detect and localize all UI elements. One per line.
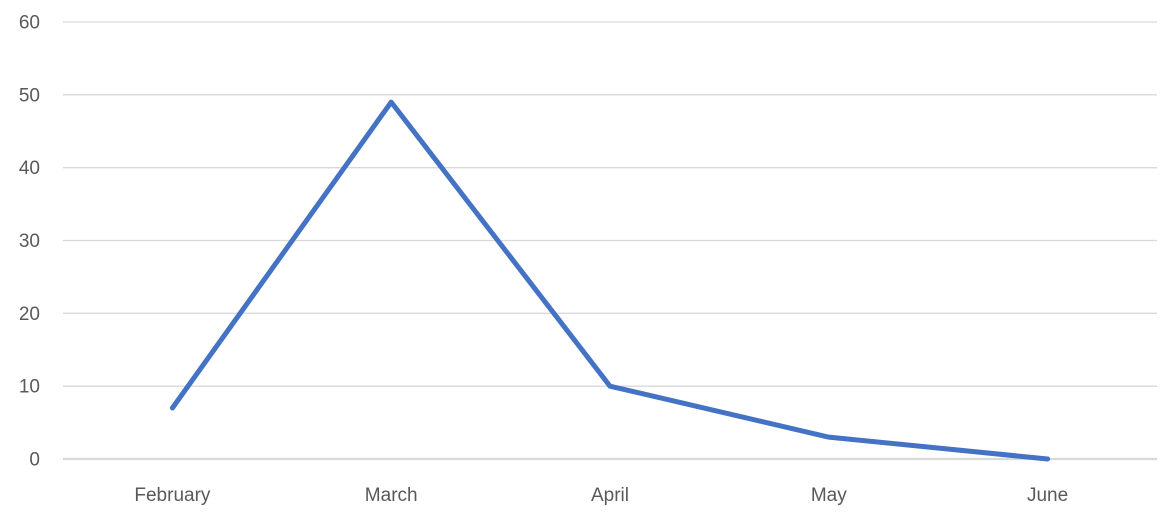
x-axis-label: March bbox=[365, 485, 418, 506]
y-tick-label: 30 bbox=[19, 231, 40, 252]
y-tick-label: 60 bbox=[19, 12, 40, 33]
data-line-series bbox=[169, 99, 1051, 462]
y-tick-label: 50 bbox=[19, 85, 40, 106]
x-axis-label: May bbox=[811, 485, 847, 506]
x-axis-label: April bbox=[591, 485, 629, 506]
y-tick-label: 0 bbox=[29, 449, 40, 470]
y-tick-label: 10 bbox=[19, 377, 40, 398]
y-tick-label: 20 bbox=[19, 304, 40, 325]
x-axis-label: February bbox=[134, 485, 211, 506]
x-axis-label: June bbox=[1027, 485, 1068, 506]
y-tick-label: 40 bbox=[19, 158, 40, 179]
